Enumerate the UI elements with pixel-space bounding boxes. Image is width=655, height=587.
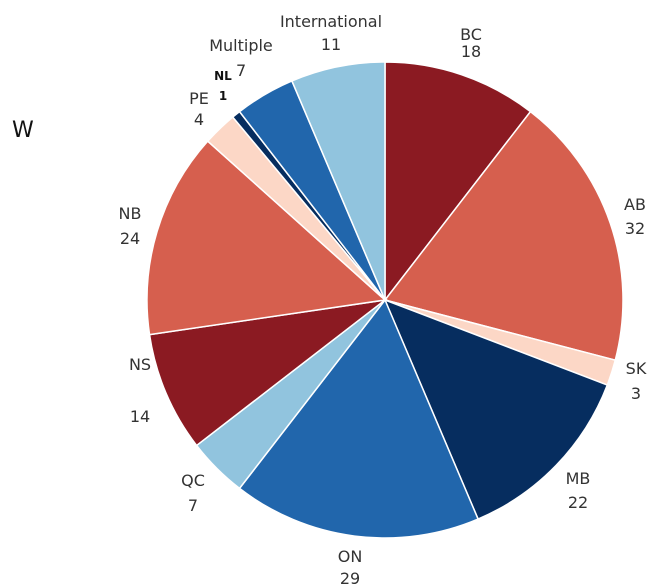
slice-label-qc: QC [181, 471, 205, 490]
slice-label-pe: PE [189, 89, 209, 108]
slice-value-mb: 22 [568, 493, 588, 512]
slice-label-nl: NL [214, 69, 232, 83]
pie-slice-nb [146, 140, 387, 336]
slice-value-multiple: 7 [236, 61, 246, 80]
slice-value-international: 11 [321, 35, 341, 54]
slice-label-ns: NS [129, 355, 151, 374]
slice-value-on: 29 [340, 569, 360, 587]
pie-slices [146, 61, 624, 539]
pie-slice-bc [384, 61, 532, 303]
slice-label-on: ON [338, 547, 363, 566]
slice-value-ab: 32 [625, 219, 645, 238]
slice-value-nb: 24 [120, 229, 140, 248]
pie-slice-on [238, 298, 480, 539]
slice-value-qc: 7 [188, 496, 198, 515]
slice-value-sk: 3 [631, 384, 641, 403]
pie-slice-mb [383, 298, 609, 521]
pie-slice-ab [383, 110, 624, 362]
slice-label-nb: NB [119, 204, 142, 223]
slice-label-international: International [280, 12, 382, 31]
slice-value-bc: 18 [461, 42, 481, 61]
slice-value-pe: 4 [194, 110, 204, 129]
slice-label-multiple: Multiple [209, 36, 273, 55]
slice-label-sk: SK [626, 359, 647, 378]
slice-label-bc: BC [460, 25, 482, 44]
slice-label-ab: AB [624, 195, 646, 214]
slice-value-ns: 14 [130, 407, 150, 426]
pie-slice-ns [148, 298, 388, 447]
slice-label-mb: MB [566, 469, 591, 488]
panel-letter: W [12, 118, 34, 143]
slice-value-nl: 1 [219, 89, 227, 103]
pie-slice-international [290, 61, 386, 301]
